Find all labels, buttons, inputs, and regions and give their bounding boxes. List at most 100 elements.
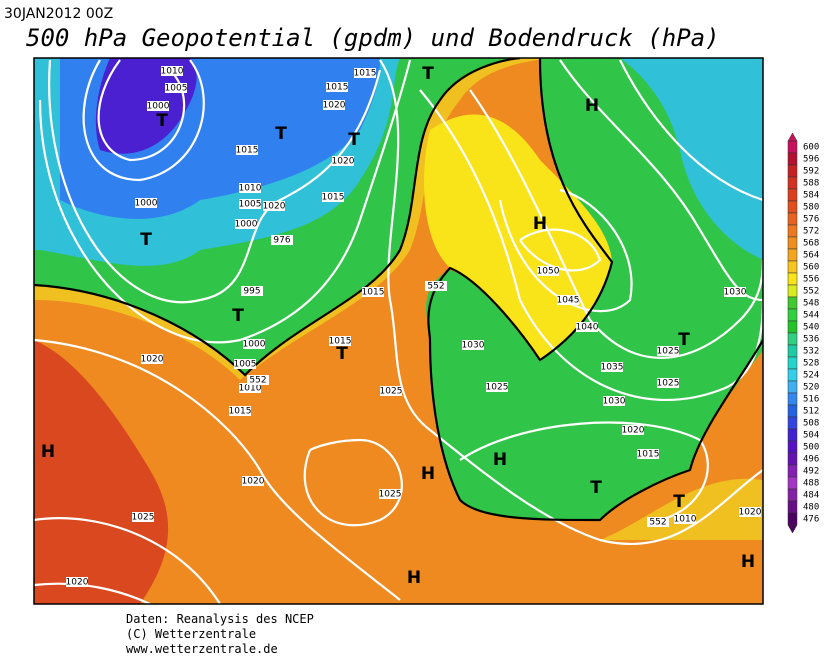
colorbar-swatch (787, 284, 798, 298)
colorbar-label: 512 (803, 407, 819, 417)
colorbar-label: 480 (803, 503, 819, 513)
pressure-center: H (421, 464, 435, 484)
colorbar-swatch (787, 272, 798, 286)
isobars (34, 59, 763, 604)
isobar-label-bg (601, 362, 623, 372)
isobar-label: 1015 (236, 146, 259, 156)
colorbar-label: 536 (803, 335, 819, 345)
isobar-label-bg (674, 514, 696, 524)
colorbar-label: 504 (803, 431, 819, 441)
isobar-label-bg (462, 340, 484, 350)
isobar-label: 1010 (239, 384, 262, 394)
isobar-label: 1020 (332, 157, 355, 167)
pressure-center: T (140, 230, 152, 250)
isobar-label: 552 (249, 376, 266, 386)
isobar-label-bg (657, 346, 679, 356)
isobar-label-bg (557, 295, 579, 305)
colorbar-swatch (787, 500, 798, 514)
isobar-label: 1020 (622, 426, 645, 436)
footer: Daten: Reanalysis des NCEP (C) Wetterzen… (126, 612, 314, 656)
colorbar-swatch (787, 176, 798, 190)
colorbar-swatch (787, 152, 798, 166)
colorbar-label: 568 (803, 239, 819, 249)
isobar-label-bg (239, 199, 261, 209)
colorbar-label: 492 (803, 467, 819, 477)
colorbar-swatch (787, 356, 798, 370)
colorbar-label: 576 (803, 215, 819, 225)
isobar-label-bg (239, 383, 261, 393)
colorbar-label: 500 (803, 443, 819, 453)
isobar-label: 1005 (165, 84, 188, 94)
isobar-label-bg (637, 449, 659, 459)
date: 30JAN2012 00Z (4, 6, 113, 22)
colorbar-label: 496 (803, 455, 819, 465)
colorbar-swatch (787, 224, 798, 238)
isobar-label-bg (486, 382, 508, 392)
isobar-label: 1015 (329, 337, 352, 347)
isobar-label: 1025 (380, 387, 403, 397)
isobar-label: 1020 (141, 355, 164, 365)
colorbar-label: 540 (803, 323, 819, 333)
colorbar-swatch (787, 488, 798, 502)
isobar-label-bg (354, 68, 376, 78)
isobar-label-bg (323, 100, 345, 110)
pressure-center: T (673, 492, 685, 512)
colorbar-swatch (787, 248, 798, 262)
colorbar-label: 516 (803, 395, 819, 405)
isobar-label-bg (647, 517, 669, 527)
pressure-center: T (590, 478, 602, 498)
isobar-label-bg (147, 101, 169, 111)
isobar-label-bg (243, 339, 265, 349)
isobar-label-bg (657, 378, 679, 388)
isobar-label-bg (537, 266, 559, 276)
isobar-label-bg (622, 425, 644, 435)
colorbar-swatch (787, 380, 798, 394)
colorbar-label: 524 (803, 371, 819, 381)
isobar-label: 1005 (239, 200, 262, 210)
footer-line: Daten: Reanalysis des NCEP (126, 612, 314, 626)
colorbar-label: 548 (803, 299, 819, 309)
map-labels: 1010 1005 1000 1015 1015 1020 1015 1020 1010 1005… (41, 64, 762, 588)
pressure-center: T (232, 306, 244, 326)
colorbar-swatch (787, 464, 798, 478)
colorbar-swatch (787, 320, 798, 334)
isobar-label: 1015 (326, 83, 349, 93)
isobar-label-bg (135, 198, 157, 208)
colorbar-swatch (787, 296, 798, 310)
isobar-label-bg (239, 183, 261, 193)
colorbar-label: 488 (803, 479, 819, 489)
isobar-label-bg (271, 235, 293, 245)
colorbar: 600 596 592 588 584 580 576 572 568 564 560 556 552 5… (787, 132, 819, 534)
isobar-label: 1000 (243, 340, 266, 350)
pressure-center: T (336, 344, 348, 364)
footer-line: www.wetterzentrale.de (126, 642, 278, 656)
isobar-label: 1020 (739, 508, 762, 518)
colorbar-swatch (787, 344, 798, 358)
colorbar-label: 484 (803, 491, 819, 501)
colorbar-swatch (787, 392, 798, 406)
pressure-center: T (348, 130, 360, 150)
colorbar-label: 584 (803, 191, 819, 201)
isobar-label-bg (362, 287, 384, 297)
isobar-label-bg (332, 156, 354, 166)
colorbar-label: 596 (803, 155, 819, 165)
isobar-label-bg (603, 396, 625, 406)
isobar-label-bg (66, 577, 88, 587)
isobar-label-bg (576, 322, 598, 332)
colorbar-label: 564 (803, 251, 819, 261)
isobar-label: 1010 (239, 184, 262, 194)
colorbar-swatch (787, 164, 798, 178)
isobar-label: 1005 (234, 360, 257, 370)
colorbar-label: 572 (803, 227, 819, 237)
isobar-label: 1015 (362, 288, 385, 298)
isobar-label-bg (322, 192, 344, 202)
colorbar-label: 552 (803, 287, 819, 297)
isobar-label-bg (326, 82, 348, 92)
isobar-label-bg (425, 281, 447, 291)
colorbar-swatch (787, 308, 798, 322)
isobar-label: 1015 (322, 193, 345, 203)
isobar-label-bg (739, 507, 761, 517)
colorbar-swatch (787, 428, 798, 442)
colorbar-label: 528 (803, 359, 819, 369)
isobar-label-bg (263, 201, 285, 211)
